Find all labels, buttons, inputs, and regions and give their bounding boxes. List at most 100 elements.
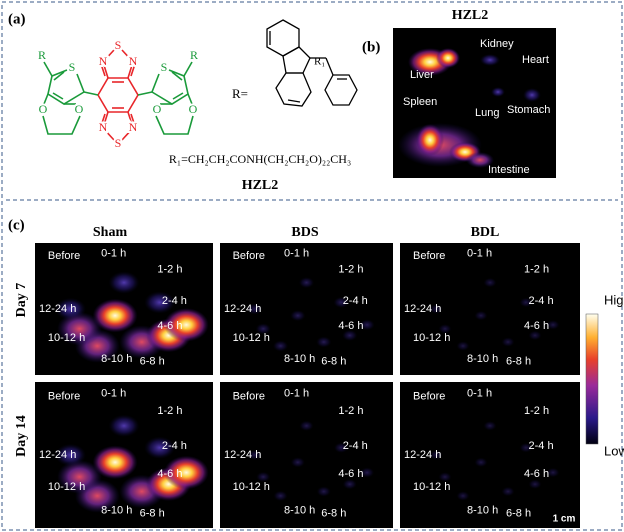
time-label: Before — [233, 391, 265, 403]
signal — [359, 467, 375, 478]
signal — [474, 310, 488, 321]
time-label: 0-1 h — [467, 247, 492, 259]
signal — [316, 336, 332, 348]
structure — [42, 19, 358, 141]
scan-image — [220, 243, 393, 375]
compound-name: HZL2 — [242, 178, 279, 193]
signal — [255, 323, 271, 335]
time-label: 0-1 h — [284, 388, 309, 400]
time-label: 1-2 h — [524, 405, 549, 417]
organ-label: Liver — [410, 69, 434, 81]
signal — [519, 442, 533, 453]
signal — [501, 337, 515, 347]
time-label: 2-4 h — [343, 440, 368, 452]
time-label: 6-8 h — [140, 507, 165, 519]
organ-label: Spleen — [403, 96, 437, 108]
time-label: 1-2 h — [157, 263, 182, 275]
colorbar — [585, 313, 599, 445]
signal — [298, 277, 315, 289]
scan-image — [35, 243, 213, 375]
time-label: 2-4 h — [343, 295, 368, 307]
signal — [333, 442, 349, 453]
substituent-label: R — [38, 48, 46, 62]
substituent-label: R — [190, 48, 198, 62]
atom-label: N — [129, 120, 138, 134]
time-label: Before — [413, 391, 445, 403]
time-label: 4-6 h — [524, 320, 549, 332]
time-label: 10-12 h — [48, 332, 85, 344]
time-label: Before — [48, 250, 80, 262]
signal — [456, 491, 470, 501]
time-label: 10-12 h — [413, 481, 450, 493]
time-label: 4-6 h — [157, 468, 182, 480]
scan-image — [400, 382, 580, 528]
signal — [342, 329, 358, 341]
signal — [247, 449, 262, 461]
time-label: 10-12 h — [233, 481, 270, 493]
signal — [546, 467, 560, 478]
signal — [438, 324, 452, 334]
time-label: 6-8 h — [321, 356, 346, 368]
atom-label: O — [189, 102, 198, 116]
group-label: BDL — [471, 225, 500, 240]
signal — [456, 341, 470, 351]
time-label: 6-8 h — [140, 356, 165, 368]
colorbar-low: Low — [604, 443, 624, 458]
time-label: 12-24 h — [224, 303, 261, 315]
signal — [290, 310, 306, 322]
organ-label: Kidney — [480, 38, 514, 50]
group-label: Sham — [93, 225, 128, 240]
formula: R₁=CH₂CH₂CONH(CH₂CH₂O)₂₂CH₃ — [169, 152, 351, 166]
signal — [108, 271, 140, 294]
signal — [333, 296, 349, 308]
organ-signals — [398, 48, 541, 168]
signal — [92, 298, 138, 333]
panel-label: (b) — [362, 39, 380, 55]
signal — [528, 479, 542, 490]
day-label: Day 7 — [14, 283, 29, 318]
time-label: Before — [48, 391, 80, 403]
signal — [144, 291, 176, 314]
scan-image — [220, 382, 393, 528]
signal — [57, 460, 102, 494]
signal — [528, 330, 542, 341]
signal — [256, 471, 271, 483]
organ-label: Heart — [522, 54, 549, 66]
time-label: 1-2 h — [338, 405, 363, 417]
time-label: 1-2 h — [338, 263, 363, 275]
time-label: 4-6 h — [338, 320, 363, 332]
atom-label: O — [39, 102, 48, 116]
colorbar-high: High — [604, 292, 624, 307]
time-label: 8-10 h — [284, 353, 315, 365]
time-label: 4-6 h — [157, 320, 182, 332]
panel-label: (c) — [8, 217, 25, 233]
signal — [546, 320, 560, 330]
time-label: 6-8 h — [506, 356, 531, 368]
panel-label: (a) — [8, 11, 26, 27]
panel-title: HZL2 — [452, 8, 489, 23]
scan-image — [400, 243, 580, 375]
atom-label: S — [161, 60, 168, 74]
signal — [144, 436, 176, 459]
atom-label: S — [115, 38, 122, 52]
signal — [519, 297, 533, 308]
r-definition: R= — [232, 86, 248, 101]
signal — [483, 421, 497, 431]
time-label: 12-24 h — [404, 449, 441, 461]
organ-label: Stomach — [507, 104, 550, 116]
signal — [429, 450, 443, 460]
time-label: 12-24 h — [39, 449, 76, 461]
signal — [483, 277, 497, 288]
time-label: 6-8 h — [321, 507, 346, 519]
signal — [273, 490, 288, 502]
scan-image — [35, 382, 213, 528]
atom-label: S — [115, 136, 122, 150]
signal — [246, 303, 263, 315]
thiophene-bonds — [42, 61, 194, 135]
time-label: 2-4 h — [529, 440, 554, 452]
time-label: 8-10 h — [467, 504, 498, 516]
time-label: 2-4 h — [162, 440, 187, 452]
time-label: 12-24 h — [224, 449, 261, 461]
